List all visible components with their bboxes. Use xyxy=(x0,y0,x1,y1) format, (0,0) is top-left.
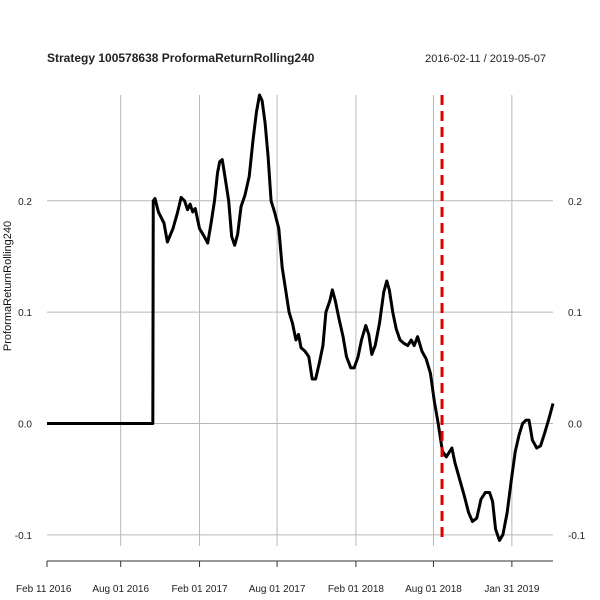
y-tick-label-left: 0.1 xyxy=(18,308,32,319)
x-tick-label: Feb 01 2017 xyxy=(171,584,228,595)
y-tick-label-left: -0.1 xyxy=(15,531,33,542)
y-axis-label: ProformaReturnRolling240 xyxy=(2,221,14,351)
y-tick-label-left: 0.0 xyxy=(18,420,32,431)
y-tick-label-right: 0.1 xyxy=(568,308,582,319)
y-tick-label-right: 0.0 xyxy=(568,420,582,431)
grid-layer xyxy=(47,95,553,546)
axis-layer xyxy=(46,560,553,567)
x-tick-label: Feb 11 2016 xyxy=(16,584,72,595)
tick-label-layer: 0.2 0.2 0.1 0.1 0.0 0.0 -0.1 -0.1 Feb 11 2016 Aug… xyxy=(15,197,586,595)
series-line xyxy=(47,93,555,542)
x-tick-label: Aug 01 2016 xyxy=(92,584,149,595)
x-tick-label: Feb 01 2018 xyxy=(328,584,385,595)
y-tick-label-right: -0.1 xyxy=(568,531,586,542)
y-tick-label-right: 0.2 xyxy=(568,197,582,208)
date-range-label: 2016-02-11 / 2019-05-07 xyxy=(425,53,546,65)
x-tick-label: Jan 31 2019 xyxy=(484,584,539,595)
series-layer xyxy=(47,93,555,542)
x-tick-label: Aug 01 2017 xyxy=(249,584,306,595)
chart-title: Strategy 100578638 ProformaReturnRolling… xyxy=(47,51,315,65)
x-tick-label: Aug 01 2018 xyxy=(405,584,462,595)
y-tick-label-left: 0.2 xyxy=(18,197,32,208)
